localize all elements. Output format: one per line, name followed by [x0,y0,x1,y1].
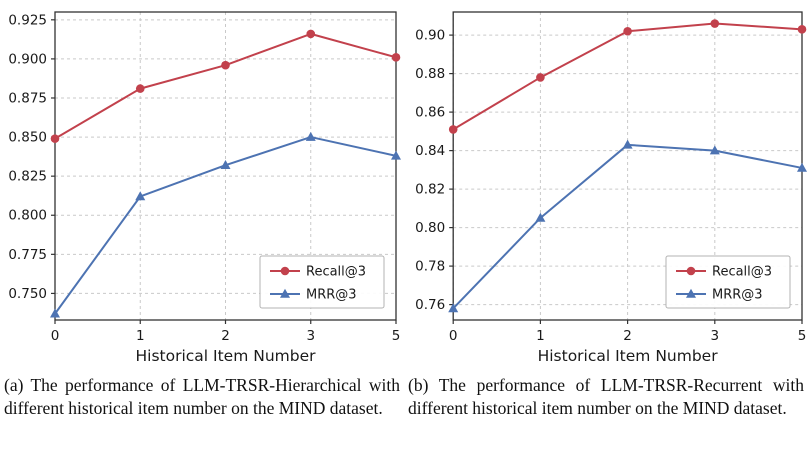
svg-text:0.850: 0.850 [8,130,47,146]
svg-text:3: 3 [711,328,720,344]
x-axis-label: Historical Item Number [135,347,316,365]
svg-text:0.925: 0.925 [8,12,47,28]
tick-labels: 0.76 0.78 0.80 0.82 0.84 0.86 0.88 0.90 0 1 2 3 5 [415,28,806,344]
svg-text:0.78: 0.78 [415,259,445,275]
svg-text:1: 1 [536,328,545,344]
svg-text:0.775: 0.775 [8,247,47,263]
caption-a: (a) The performance of LLM-TRSR-Hierarch… [4,375,400,419]
caption-b: (b) The performance of LLM-TRSR-Recurren… [408,375,804,419]
series-MRR@3 [50,131,401,318]
svg-text:5: 5 [392,328,401,344]
svg-text:0.900: 0.900 [8,51,47,67]
series-Recall@3 [448,19,807,134]
svg-text:MRR@3: MRR@3 [306,288,357,303]
svg-text:0.84: 0.84 [415,143,445,159]
captions-row: (a) The performance of LLM-TRSR-Hierarch… [0,374,812,420]
svg-text:0.825: 0.825 [8,169,47,185]
svg-text:5: 5 [798,328,807,344]
series-MRR@3 [448,139,807,313]
svg-text:0.875: 0.875 [8,90,47,106]
legend: Recall@3 MRR@3 [665,255,791,309]
svg-text:0.86: 0.86 [415,105,445,121]
svg-text:3: 3 [306,328,315,344]
chart-a-svg: 0.750 0.775 0.800 0.825 0.850 0.875 0.900 0.925… [8,11,401,365]
svg-text:0.800: 0.800 [8,208,47,224]
tick-labels: 0.750 0.775 0.800 0.825 0.850 0.875 0.900 0.925… [8,12,400,344]
svg-text:2: 2 [623,328,632,344]
svg-text:0.90: 0.90 [415,28,445,44]
legend: Recall@3 MRR@3 [259,255,385,309]
svg-text:0.750: 0.750 [8,286,47,302]
svg-text:0: 0 [51,328,60,344]
svg-text:MRR@3: MRR@3 [712,288,763,303]
svg-text:0.88: 0.88 [415,66,445,82]
chart-b: 0.76 0.78 0.80 0.82 0.84 0.86 0.88 0.90 0 1 2 3 5 His… [406,2,812,370]
svg-text:1: 1 [136,328,145,344]
svg-text:0.76: 0.76 [415,297,445,313]
series-Recall@3 [50,29,401,143]
svg-text:Recall@3: Recall@3 [712,265,772,280]
svg-text:0: 0 [449,328,458,344]
x-axis-label: Historical Item Number [538,347,719,365]
svg-text:0.80: 0.80 [415,220,445,236]
grid [54,12,397,320]
charts-row: 0.750 0.775 0.800 0.825 0.850 0.875 0.900 0.925… [0,2,812,370]
svg-text:0.82: 0.82 [415,182,445,198]
chart-a: 0.750 0.775 0.800 0.825 0.850 0.875 0.900 0.925… [0,2,406,370]
svg-text:2: 2 [221,328,230,344]
chart-b-svg: 0.76 0.78 0.80 0.82 0.84 0.86 0.88 0.90 0 1 2 3 5 His… [415,11,807,365]
svg-text:Recall@3: Recall@3 [306,265,366,280]
